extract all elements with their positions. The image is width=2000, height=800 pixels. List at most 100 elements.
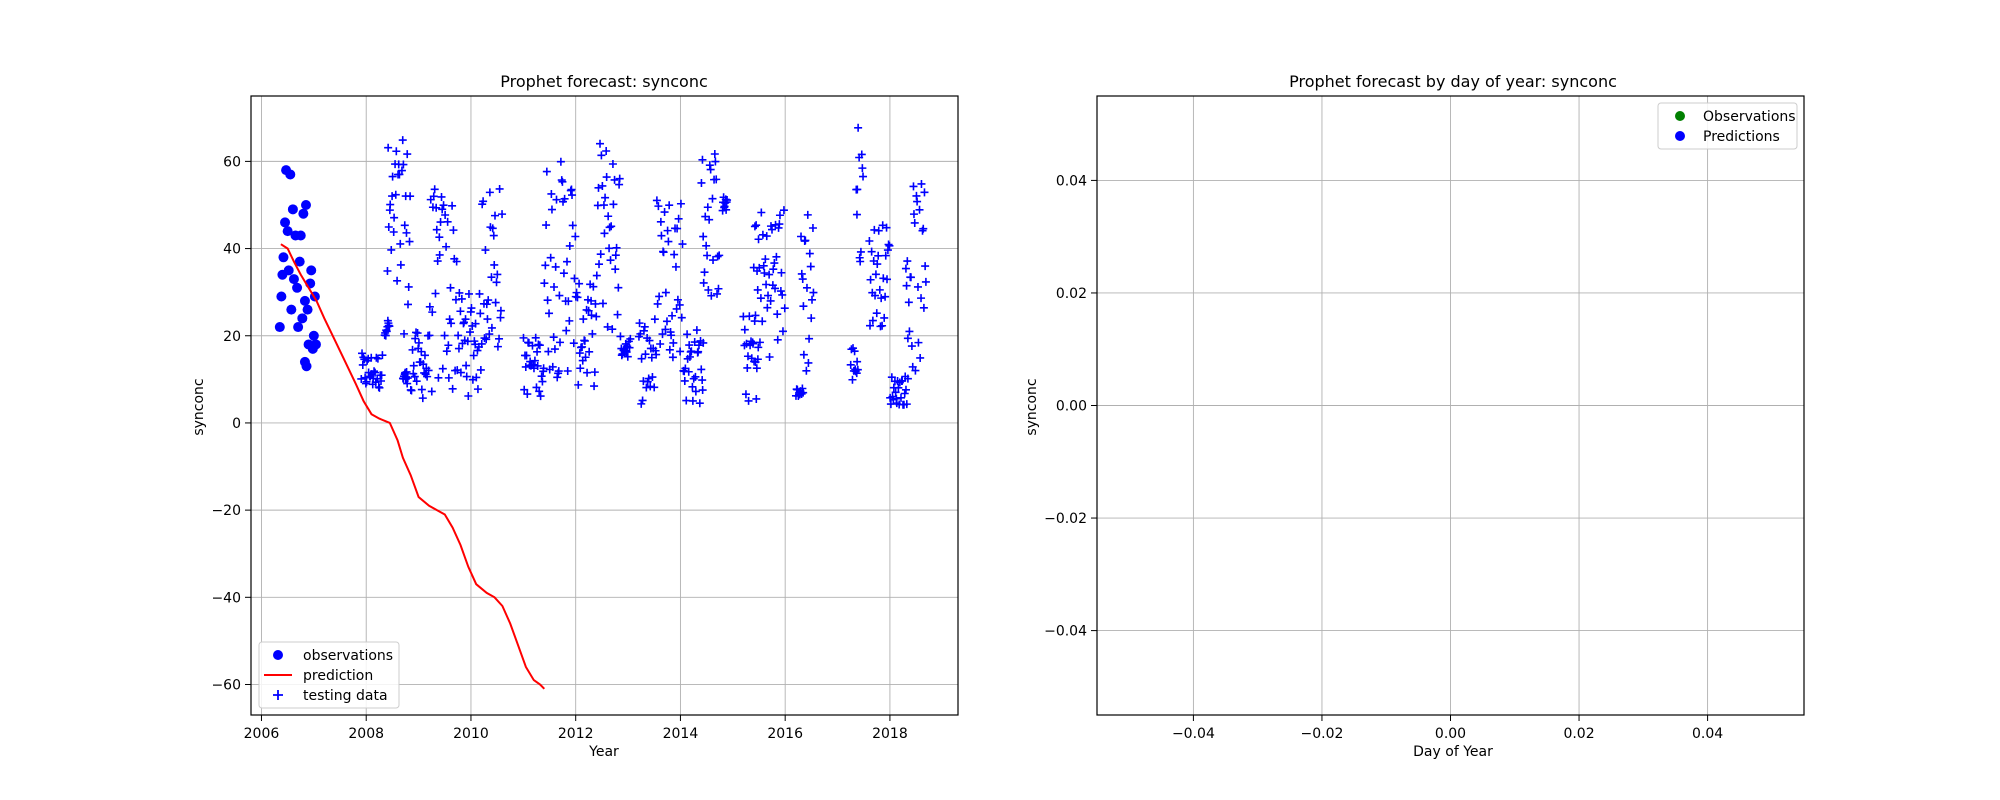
testing-data-point xyxy=(874,251,883,260)
testing-data-point xyxy=(656,217,665,226)
testing-data-point xyxy=(665,345,674,354)
legend-predictions-marker xyxy=(1675,131,1685,141)
x-tick-label: 2010 xyxy=(453,726,489,742)
testing-data-point xyxy=(699,232,708,241)
testing-data-point xyxy=(676,347,685,356)
testing-data-point xyxy=(654,202,663,211)
y-tick-label: 0.00 xyxy=(1056,399,1087,415)
testing-data-point xyxy=(435,233,444,242)
observation-point xyxy=(308,330,319,341)
testing-data-point xyxy=(535,341,544,350)
testing-data-point xyxy=(476,365,485,374)
testing-data-point xyxy=(773,335,782,344)
testing-data-point xyxy=(914,338,923,347)
testing-data-point xyxy=(713,289,722,298)
testing-data-point xyxy=(370,367,379,376)
testing-data-point xyxy=(771,284,780,293)
testing-data-point xyxy=(672,304,681,313)
testing-data-point xyxy=(902,281,911,290)
testing-data-point xyxy=(430,185,439,194)
y-axis-label: synconc xyxy=(191,378,207,435)
testing-data-point xyxy=(691,372,700,381)
testing-data-point xyxy=(763,303,772,312)
observation-point xyxy=(276,291,287,302)
testing-data-point xyxy=(699,278,708,287)
testing-data-point xyxy=(605,244,614,253)
testing-data-point xyxy=(909,210,918,219)
testing-data-point xyxy=(420,351,429,360)
testing-data-point xyxy=(885,241,894,250)
testing-data-point xyxy=(410,372,419,381)
testing-data-point xyxy=(761,255,770,264)
testing-data-point xyxy=(657,231,666,240)
testing-data-point xyxy=(568,221,577,230)
x-tick-label: 2008 xyxy=(348,726,384,742)
testing-data-point xyxy=(921,277,930,286)
testing-data-point xyxy=(592,312,601,321)
testing-data-point xyxy=(620,346,629,355)
x-tick-label: 2014 xyxy=(663,726,699,742)
testing-data-point xyxy=(652,350,661,359)
testing-data-point xyxy=(533,347,542,356)
testing-data-point xyxy=(413,329,422,338)
testing-data-point xyxy=(496,306,505,315)
observation-point xyxy=(285,169,296,180)
testing-data-point xyxy=(638,396,647,405)
testing-data-point xyxy=(584,306,593,315)
testing-data-point xyxy=(491,211,499,220)
testing-data-point xyxy=(522,351,531,360)
testing-data-point xyxy=(753,285,762,294)
testing-data-point xyxy=(520,385,529,394)
testing-data-point xyxy=(610,175,619,184)
testing-data-point xyxy=(757,208,766,217)
testing-data-point xyxy=(481,246,490,255)
testing-data-point xyxy=(607,222,616,231)
testing-data-point xyxy=(613,310,622,319)
testing-data-point xyxy=(402,228,411,237)
axes-frame xyxy=(250,95,959,716)
axes-frame xyxy=(1096,95,1805,716)
testing-data-point xyxy=(438,205,447,214)
observation-point xyxy=(292,282,303,293)
testing-data-point xyxy=(565,316,574,325)
testing-data-point xyxy=(903,334,912,343)
observation-point xyxy=(282,226,293,237)
testing-data-point xyxy=(714,284,723,293)
testing-data-point xyxy=(688,396,697,405)
legend-box xyxy=(1657,102,1798,150)
y-tick-label: −40 xyxy=(211,590,241,606)
observation-point xyxy=(278,252,289,263)
testing-data-point xyxy=(856,247,865,256)
x-tick-label: −0.02 xyxy=(1301,726,1344,742)
testing-data-point xyxy=(650,315,659,324)
testing-data-point xyxy=(375,383,384,392)
testing-data-point xyxy=(443,217,452,226)
testing-data-point xyxy=(388,172,397,181)
testing-data-point xyxy=(896,393,905,402)
testing-data-point xyxy=(802,283,811,292)
testing-data-point xyxy=(392,147,401,156)
testing-data-point xyxy=(429,192,438,201)
testing-data-point xyxy=(754,235,763,244)
testing-data-point xyxy=(886,400,895,409)
testing-data-point xyxy=(775,211,784,220)
testing-data-point xyxy=(473,385,482,394)
testing-data-point xyxy=(871,291,880,300)
testing-data-point xyxy=(592,271,601,280)
testing-data-point xyxy=(698,376,707,385)
testing-data-point xyxy=(854,123,863,132)
testing-data-point xyxy=(493,270,502,279)
testing-data-point xyxy=(808,223,817,232)
testing-data-point xyxy=(688,382,697,391)
legend-observations-label: Observations xyxy=(1703,109,1796,125)
testing-data-point xyxy=(530,356,539,365)
observation-point xyxy=(297,313,308,324)
testing-data-point xyxy=(580,336,589,345)
testing-data-point xyxy=(391,190,400,199)
testing-data-point xyxy=(680,376,689,385)
testing-data-point xyxy=(917,294,926,303)
testing-data-point xyxy=(418,394,427,403)
testing-data-point xyxy=(537,372,546,381)
testing-data-point xyxy=(907,342,916,351)
testing-data-point xyxy=(919,224,928,233)
